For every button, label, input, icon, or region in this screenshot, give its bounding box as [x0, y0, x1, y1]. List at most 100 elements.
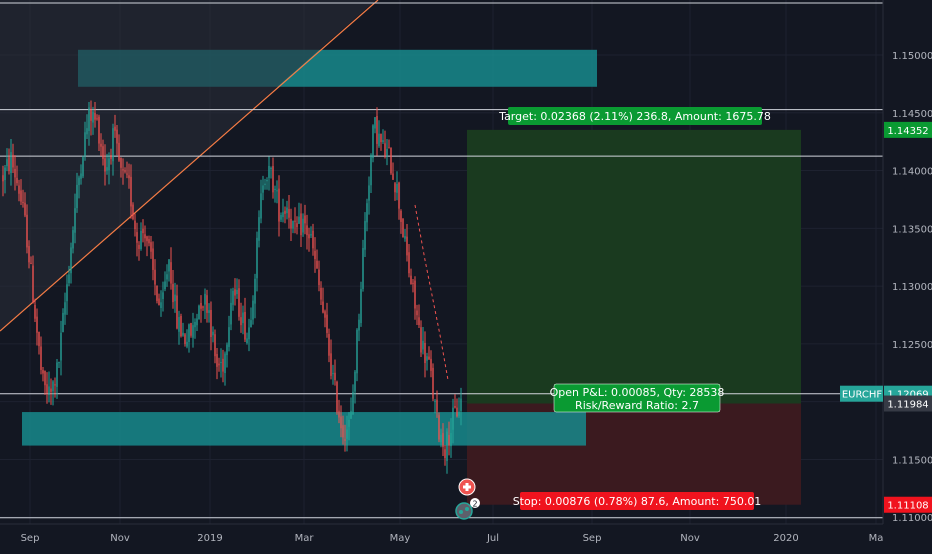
demand-zone-rect[interactable]	[22, 412, 586, 446]
candle-body	[242, 312, 244, 324]
candle-body	[430, 358, 432, 371]
candle-body	[178, 317, 180, 332]
trend-line[interactable]	[0, 0, 379, 332]
x-tick-label: Mar	[295, 533, 315, 544]
candle-body	[342, 425, 344, 438]
candle-body	[114, 126, 116, 131]
candle-body	[294, 220, 296, 222]
candle-body	[150, 242, 152, 252]
candle-body	[254, 278, 256, 304]
candle-body	[382, 140, 384, 143]
candle-body	[186, 341, 188, 347]
candle-body	[146, 236, 148, 242]
alert-plus-icon[interactable]	[458, 478, 476, 496]
candle-body	[228, 327, 230, 347]
time-axis[interactable]: Sep Nov 2019 Mar May Jul Sep Nov 2020 Ma	[21, 533, 884, 544]
candle-body	[126, 173, 128, 175]
event-count-badge: 2	[470, 498, 480, 509]
candle-body	[272, 166, 274, 193]
projection-dashed-path	[414, 204, 449, 381]
candle-body	[28, 246, 30, 263]
y-tick-label: 1.12500	[892, 340, 932, 351]
price-label: 1.14352	[887, 126, 928, 137]
candle-body	[344, 439, 346, 441]
x-tick-label: Sep	[21, 533, 40, 544]
x-tick-label: Nov	[680, 533, 700, 544]
candle-body	[88, 107, 90, 131]
candle-body	[8, 157, 10, 171]
candle-body	[442, 433, 444, 448]
candle-body	[44, 370, 46, 386]
candle-body	[30, 262, 32, 264]
candle-body	[62, 312, 64, 333]
candle-body	[420, 327, 422, 353]
candle-body	[310, 234, 312, 236]
candle-body	[102, 146, 104, 159]
candle-body	[160, 302, 162, 309]
candle-body	[166, 274, 168, 280]
candle-body	[278, 188, 280, 222]
candle-body	[444, 449, 446, 459]
candle-body	[234, 289, 236, 296]
candle-body	[356, 329, 358, 374]
candle-body	[198, 305, 200, 320]
candle-body	[250, 320, 252, 328]
position-tool[interactable]	[467, 129, 801, 505]
event-flag-icon[interactable]	[455, 502, 473, 520]
candle-body	[410, 275, 412, 285]
candle-body	[426, 356, 428, 361]
candle-body	[200, 302, 202, 309]
candle-body	[364, 221, 366, 250]
candle-body	[212, 331, 214, 336]
pnl-label: Open P&L: 0.00085, Qty: 28538	[550, 386, 725, 399]
pnl-label-box: Open P&L: 0.00085, Qty: 28538 Risk/Rewar…	[550, 383, 725, 413]
candle-body	[174, 294, 176, 302]
price-label-bg	[884, 395, 932, 412]
candle-body	[354, 371, 356, 392]
candle-body	[60, 332, 62, 361]
price-label: 1.11984	[887, 400, 928, 411]
candle-body	[120, 157, 122, 168]
candle-body	[68, 274, 70, 284]
candle-body	[352, 391, 354, 415]
candle-body	[100, 143, 102, 147]
candle-body	[386, 149, 388, 156]
candle-body	[192, 325, 194, 338]
candle-body	[48, 386, 50, 396]
candle-body	[136, 232, 138, 243]
candle-body	[218, 363, 220, 366]
candle-body	[50, 388, 52, 392]
candle-body	[266, 179, 268, 182]
candle-body	[134, 220, 136, 230]
candle-body	[190, 323, 192, 336]
candle-body	[374, 117, 376, 129]
target-label: Target: 0.02368 (2.11%) 236.8, Amount: 1…	[498, 110, 771, 123]
target-area[interactable]	[467, 129, 801, 404]
candle-body	[348, 420, 350, 427]
candle-body	[236, 289, 238, 295]
candle-body	[286, 207, 288, 214]
candle-body	[20, 190, 22, 202]
candle-body	[52, 381, 54, 392]
candle-body	[78, 177, 80, 186]
candle-body	[94, 112, 96, 120]
candle-body	[246, 338, 248, 343]
y-tick-label: 1.11000	[892, 513, 932, 524]
candle-body	[206, 295, 208, 313]
candle-body	[332, 373, 334, 375]
price-label: 1.11108	[887, 501, 928, 512]
candle-body	[216, 354, 218, 367]
y-tick-label: 1.14000	[892, 167, 932, 178]
candle-body	[128, 175, 130, 179]
candle-body	[380, 133, 382, 143]
candle-body	[446, 431, 448, 462]
candle-body	[176, 295, 178, 329]
candle-body	[24, 202, 26, 216]
candle-body	[392, 173, 394, 180]
candle-body	[138, 244, 140, 249]
candle-body	[130, 176, 132, 207]
candle-body	[326, 314, 328, 333]
candle-body	[428, 356, 430, 360]
